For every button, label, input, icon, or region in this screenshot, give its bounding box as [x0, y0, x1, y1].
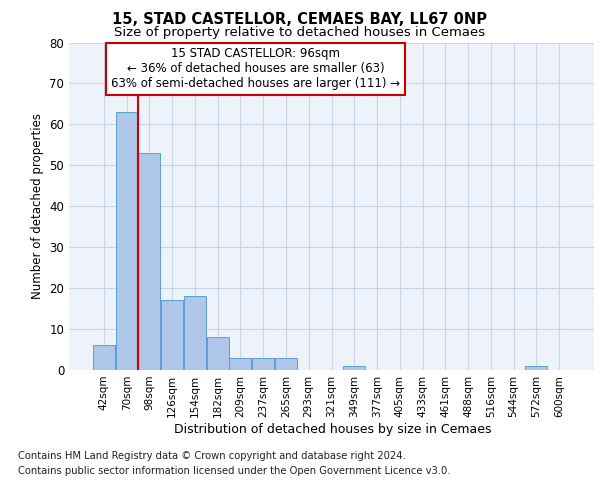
- Bar: [206, 337, 229, 370]
- Text: Size of property relative to detached houses in Cemaes: Size of property relative to detached ho…: [115, 26, 485, 39]
- Bar: [343, 366, 365, 370]
- Bar: [252, 358, 274, 370]
- Bar: [161, 300, 183, 370]
- Bar: [93, 346, 115, 370]
- Text: Contains public sector information licensed under the Open Government Licence v3: Contains public sector information licen…: [18, 466, 451, 476]
- Text: 15, STAD CASTELLOR, CEMAES BAY, LL67 0NP: 15, STAD CASTELLOR, CEMAES BAY, LL67 0NP: [113, 12, 487, 28]
- Text: Contains HM Land Registry data © Crown copyright and database right 2024.: Contains HM Land Registry data © Crown c…: [18, 451, 406, 461]
- Bar: [275, 358, 297, 370]
- Text: 15 STAD CASTELLOR: 96sqm
← 36% of detached houses are smaller (63)
63% of semi-d: 15 STAD CASTELLOR: 96sqm ← 36% of detach…: [111, 48, 400, 90]
- Bar: [184, 296, 206, 370]
- Text: Distribution of detached houses by size in Cemaes: Distribution of detached houses by size …: [174, 422, 492, 436]
- Bar: [229, 358, 251, 370]
- Y-axis label: Number of detached properties: Number of detached properties: [31, 114, 44, 299]
- Bar: [116, 112, 138, 370]
- Bar: [139, 153, 160, 370]
- Bar: [525, 366, 547, 370]
